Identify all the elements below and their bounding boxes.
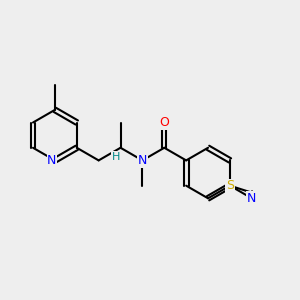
Text: H: H bbox=[112, 152, 120, 162]
Text: N: N bbox=[138, 154, 147, 167]
Text: N: N bbox=[47, 154, 57, 167]
Text: N: N bbox=[247, 192, 256, 205]
Text: O: O bbox=[159, 116, 169, 129]
Text: S: S bbox=[226, 179, 234, 192]
